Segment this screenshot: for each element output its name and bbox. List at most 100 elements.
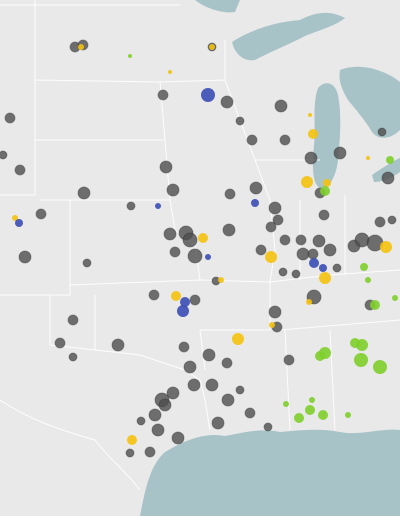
map-marker[interactable] (198, 233, 208, 243)
map-marker[interactable] (319, 272, 331, 284)
map-marker[interactable] (244, 407, 256, 419)
map-marker[interactable] (158, 398, 172, 412)
map-marker[interactable] (78, 44, 84, 50)
map-marker[interactable] (370, 300, 380, 310)
map-marker[interactable] (279, 134, 291, 146)
map-marker[interactable] (373, 360, 387, 374)
map-marker[interactable] (201, 88, 215, 102)
map-marker[interactable] (224, 188, 236, 200)
map-marker[interactable] (380, 241, 392, 253)
map-marker[interactable] (315, 351, 325, 361)
map-marker[interactable] (232, 333, 244, 345)
map-marker[interactable] (312, 234, 326, 248)
map-marker[interactable] (159, 160, 173, 174)
map-marker[interactable] (374, 216, 386, 228)
map-marker[interactable] (125, 448, 135, 458)
map-marker[interactable] (308, 129, 318, 139)
map-marker[interactable] (323, 243, 337, 257)
map-marker[interactable] (251, 199, 259, 207)
map-marker[interactable] (381, 171, 395, 185)
map-marker[interactable] (148, 408, 162, 422)
map-marker[interactable] (189, 294, 201, 306)
map-marker[interactable] (269, 322, 275, 328)
map-marker[interactable] (67, 314, 79, 326)
map-marker[interactable] (187, 378, 201, 392)
map-marker[interactable] (180, 297, 190, 307)
map-marker[interactable] (323, 179, 331, 187)
map-marker[interactable] (14, 164, 26, 176)
map-marker[interactable] (183, 360, 197, 374)
map-marker[interactable] (221, 393, 235, 407)
map-marker[interactable] (356, 339, 368, 351)
map-marker[interactable] (295, 234, 307, 246)
map-marker[interactable] (148, 289, 160, 301)
map-marker[interactable] (12, 215, 18, 221)
map-marker[interactable] (221, 357, 233, 369)
map-marker[interactable] (68, 352, 78, 362)
map-marker[interactable] (54, 337, 66, 349)
map-marker[interactable] (320, 186, 330, 196)
map-marker[interactable] (268, 201, 282, 215)
map-marker[interactable] (182, 232, 198, 248)
map-marker[interactable] (35, 208, 47, 220)
map-marker[interactable] (111, 338, 125, 352)
map-marker[interactable] (291, 269, 301, 279)
map-marker[interactable] (296, 247, 310, 261)
map-marker[interactable] (235, 385, 245, 395)
map-marker[interactable] (318, 410, 328, 420)
map-marker[interactable] (155, 203, 161, 209)
map-marker[interactable] (309, 258, 319, 268)
map-marker[interactable] (333, 146, 347, 160)
map-marker[interactable] (279, 234, 291, 246)
map-marker[interactable] (18, 250, 32, 264)
map-marker[interactable] (151, 423, 165, 437)
map-marker[interactable] (205, 378, 219, 392)
map-marker[interactable] (0, 150, 8, 160)
map-marker[interactable] (177, 305, 189, 317)
map-marker[interactable] (365, 277, 371, 283)
map-marker[interactable] (366, 156, 370, 160)
map-marker[interactable] (332, 263, 342, 273)
map-marker[interactable] (301, 176, 313, 188)
map-marker[interactable] (392, 295, 398, 301)
map-marker[interactable] (307, 248, 319, 260)
map-marker[interactable] (187, 248, 203, 264)
map-marker[interactable] (169, 246, 181, 258)
map-marker[interactable] (345, 412, 351, 418)
map-marker[interactable] (82, 258, 92, 268)
map-marker[interactable] (306, 299, 312, 305)
map-marker[interactable] (127, 435, 137, 445)
map-marker[interactable] (268, 305, 282, 319)
map-marker[interactable] (283, 354, 295, 366)
map-marker[interactable] (166, 386, 180, 400)
map-marker[interactable] (77, 186, 91, 200)
map-marker[interactable] (163, 227, 177, 241)
map-marker[interactable] (377, 127, 387, 137)
map-marker[interactable] (309, 397, 315, 403)
map-marker[interactable] (235, 116, 245, 126)
map-marker[interactable] (220, 95, 234, 109)
map-marker[interactable] (222, 223, 236, 237)
map-marker[interactable] (283, 401, 289, 407)
map-marker[interactable] (178, 341, 190, 353)
map-marker[interactable] (272, 214, 284, 226)
map-marker[interactable] (265, 221, 277, 233)
map-marker[interactable] (308, 113, 312, 117)
map-marker[interactable] (249, 181, 263, 195)
map-marker[interactable] (274, 99, 288, 113)
map-marker[interactable] (209, 44, 215, 50)
map-marker[interactable] (294, 413, 304, 423)
map-marker[interactable] (171, 291, 181, 301)
map-marker[interactable] (202, 348, 216, 362)
map-marker[interactable] (157, 89, 169, 101)
map-marker[interactable] (126, 201, 136, 211)
map-marker[interactable] (211, 416, 225, 430)
map-marker[interactable] (360, 263, 368, 271)
map-marker[interactable] (218, 277, 224, 283)
map-marker[interactable] (246, 134, 258, 146)
map-marker[interactable] (166, 183, 180, 197)
map-marker[interactable] (263, 422, 273, 432)
map-marker[interactable] (168, 70, 172, 74)
map-marker[interactable] (304, 151, 318, 165)
map-marker[interactable] (305, 405, 315, 415)
